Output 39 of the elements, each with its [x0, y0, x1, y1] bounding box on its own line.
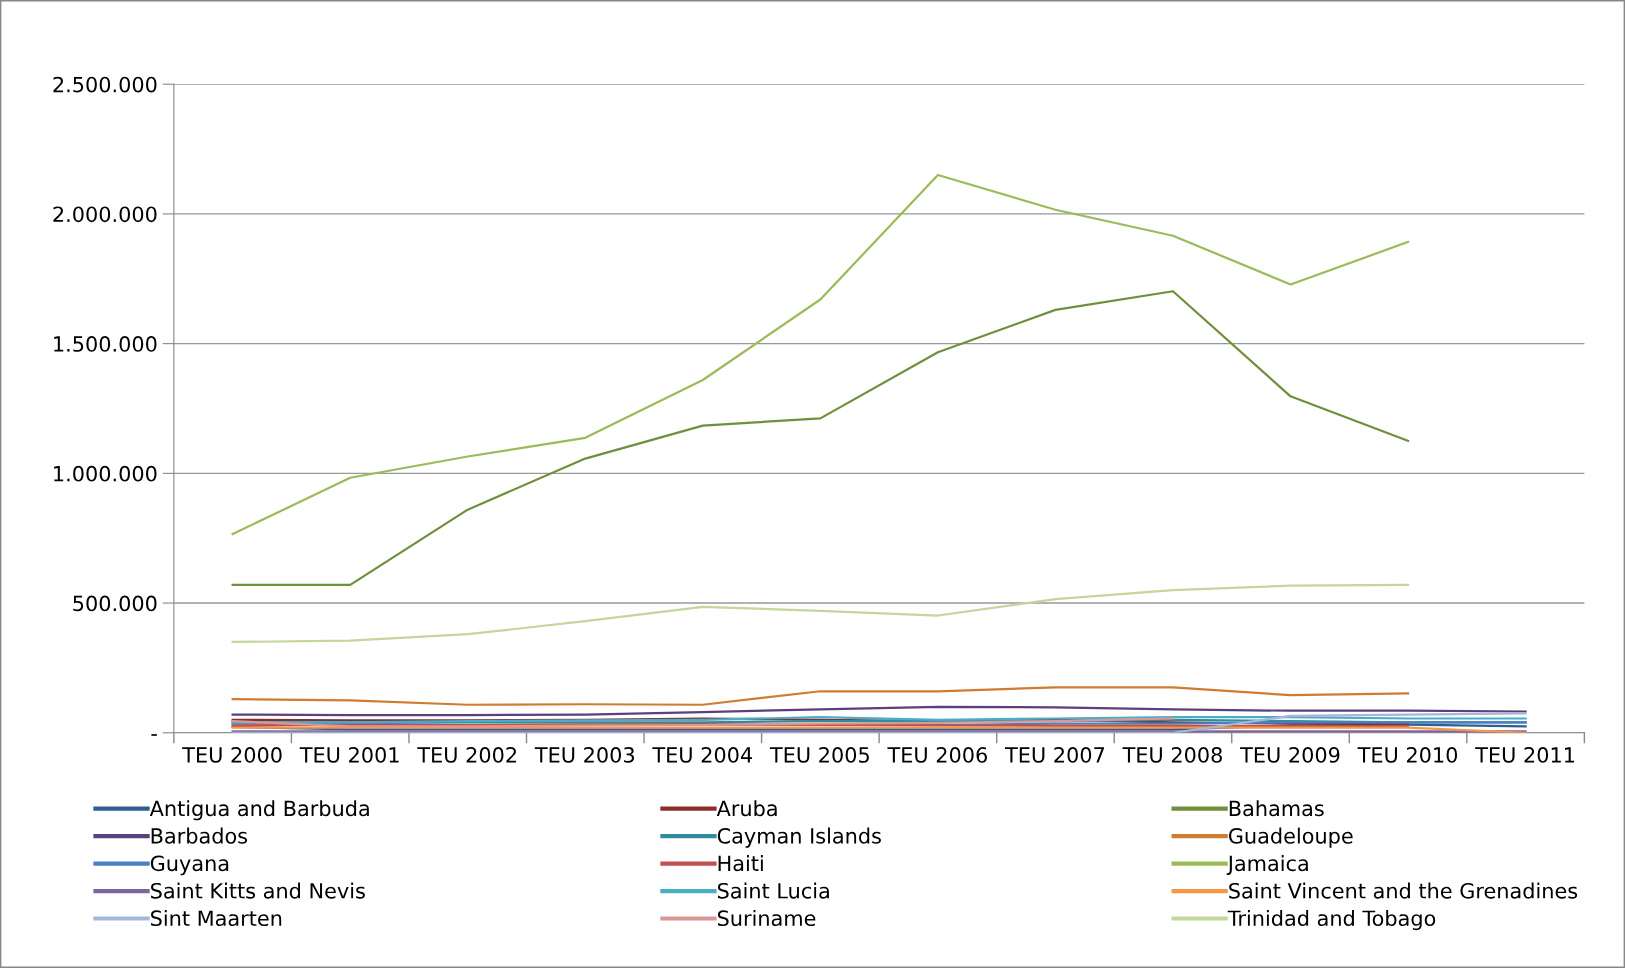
- legend-label: Saint Vincent and the Grenadines: [1229, 882, 1578, 899]
- x-tick-label: TEU 2007: [1004, 747, 1105, 763]
- y-tick-label: 1.000.000: [54, 465, 157, 482]
- line-series: [231, 705, 1527, 717]
- legend-label: Haiti: [718, 855, 763, 872]
- x-tick-label: TEU 2001: [299, 747, 399, 763]
- line-series: [231, 583, 1410, 644]
- y-tick-label: 2.000.000: [53, 206, 157, 223]
- y-tick-label: 1.500.000: [54, 336, 157, 352]
- x-tick-label: TEU 2006: [887, 747, 987, 763]
- line-series: [231, 290, 1410, 587]
- legend-label: Cayman Islands: [717, 827, 881, 848]
- legend-label: Barbados: [151, 827, 248, 844]
- y-tick-label: 500.000: [73, 595, 157, 612]
- y-tick-label: -: [151, 734, 157, 736]
- x-tick-label: TEU 2002: [417, 747, 517, 763]
- x-tick-label: TEU 2004: [652, 747, 753, 763]
- legend-label: Suriname: [717, 909, 816, 927]
- x-tick-label: TEU 2011: [1475, 747, 1575, 763]
- x-tick-label: TEU 2009: [1240, 747, 1340, 763]
- legend-label: Sint Maarten: [151, 909, 282, 927]
- x-tick-label: TEU 2000: [182, 747, 282, 763]
- line-series: [231, 717, 1175, 728]
- x-tick-label: TEU 2003: [534, 747, 634, 763]
- line-series: [231, 686, 1410, 706]
- x-tick-label: TEU 2008: [1122, 747, 1222, 763]
- legend-label: Saint Kitts and Nevis: [151, 882, 365, 899]
- legend-label: Trinidad and Tobago: [1227, 909, 1436, 931]
- line-series: [231, 173, 1410, 536]
- x-tick-label: TEU 2005: [769, 747, 869, 763]
- legend-label: Jamaica: [1226, 855, 1308, 876]
- legend-label: Bahamas: [1229, 800, 1324, 817]
- x-tick-label: TEU 2010: [1357, 747, 1458, 763]
- legend-label: Saint Lucia: [717, 882, 829, 899]
- legend-label: Antigua and Barbuda: [149, 800, 369, 821]
- legend-label: Aruba: [716, 800, 777, 817]
- legend-label: Guadeloupe: [1228, 827, 1353, 848]
- legend-label: Guyana: [150, 855, 229, 876]
- y-tick-label: 2.500.000: [53, 76, 157, 93]
